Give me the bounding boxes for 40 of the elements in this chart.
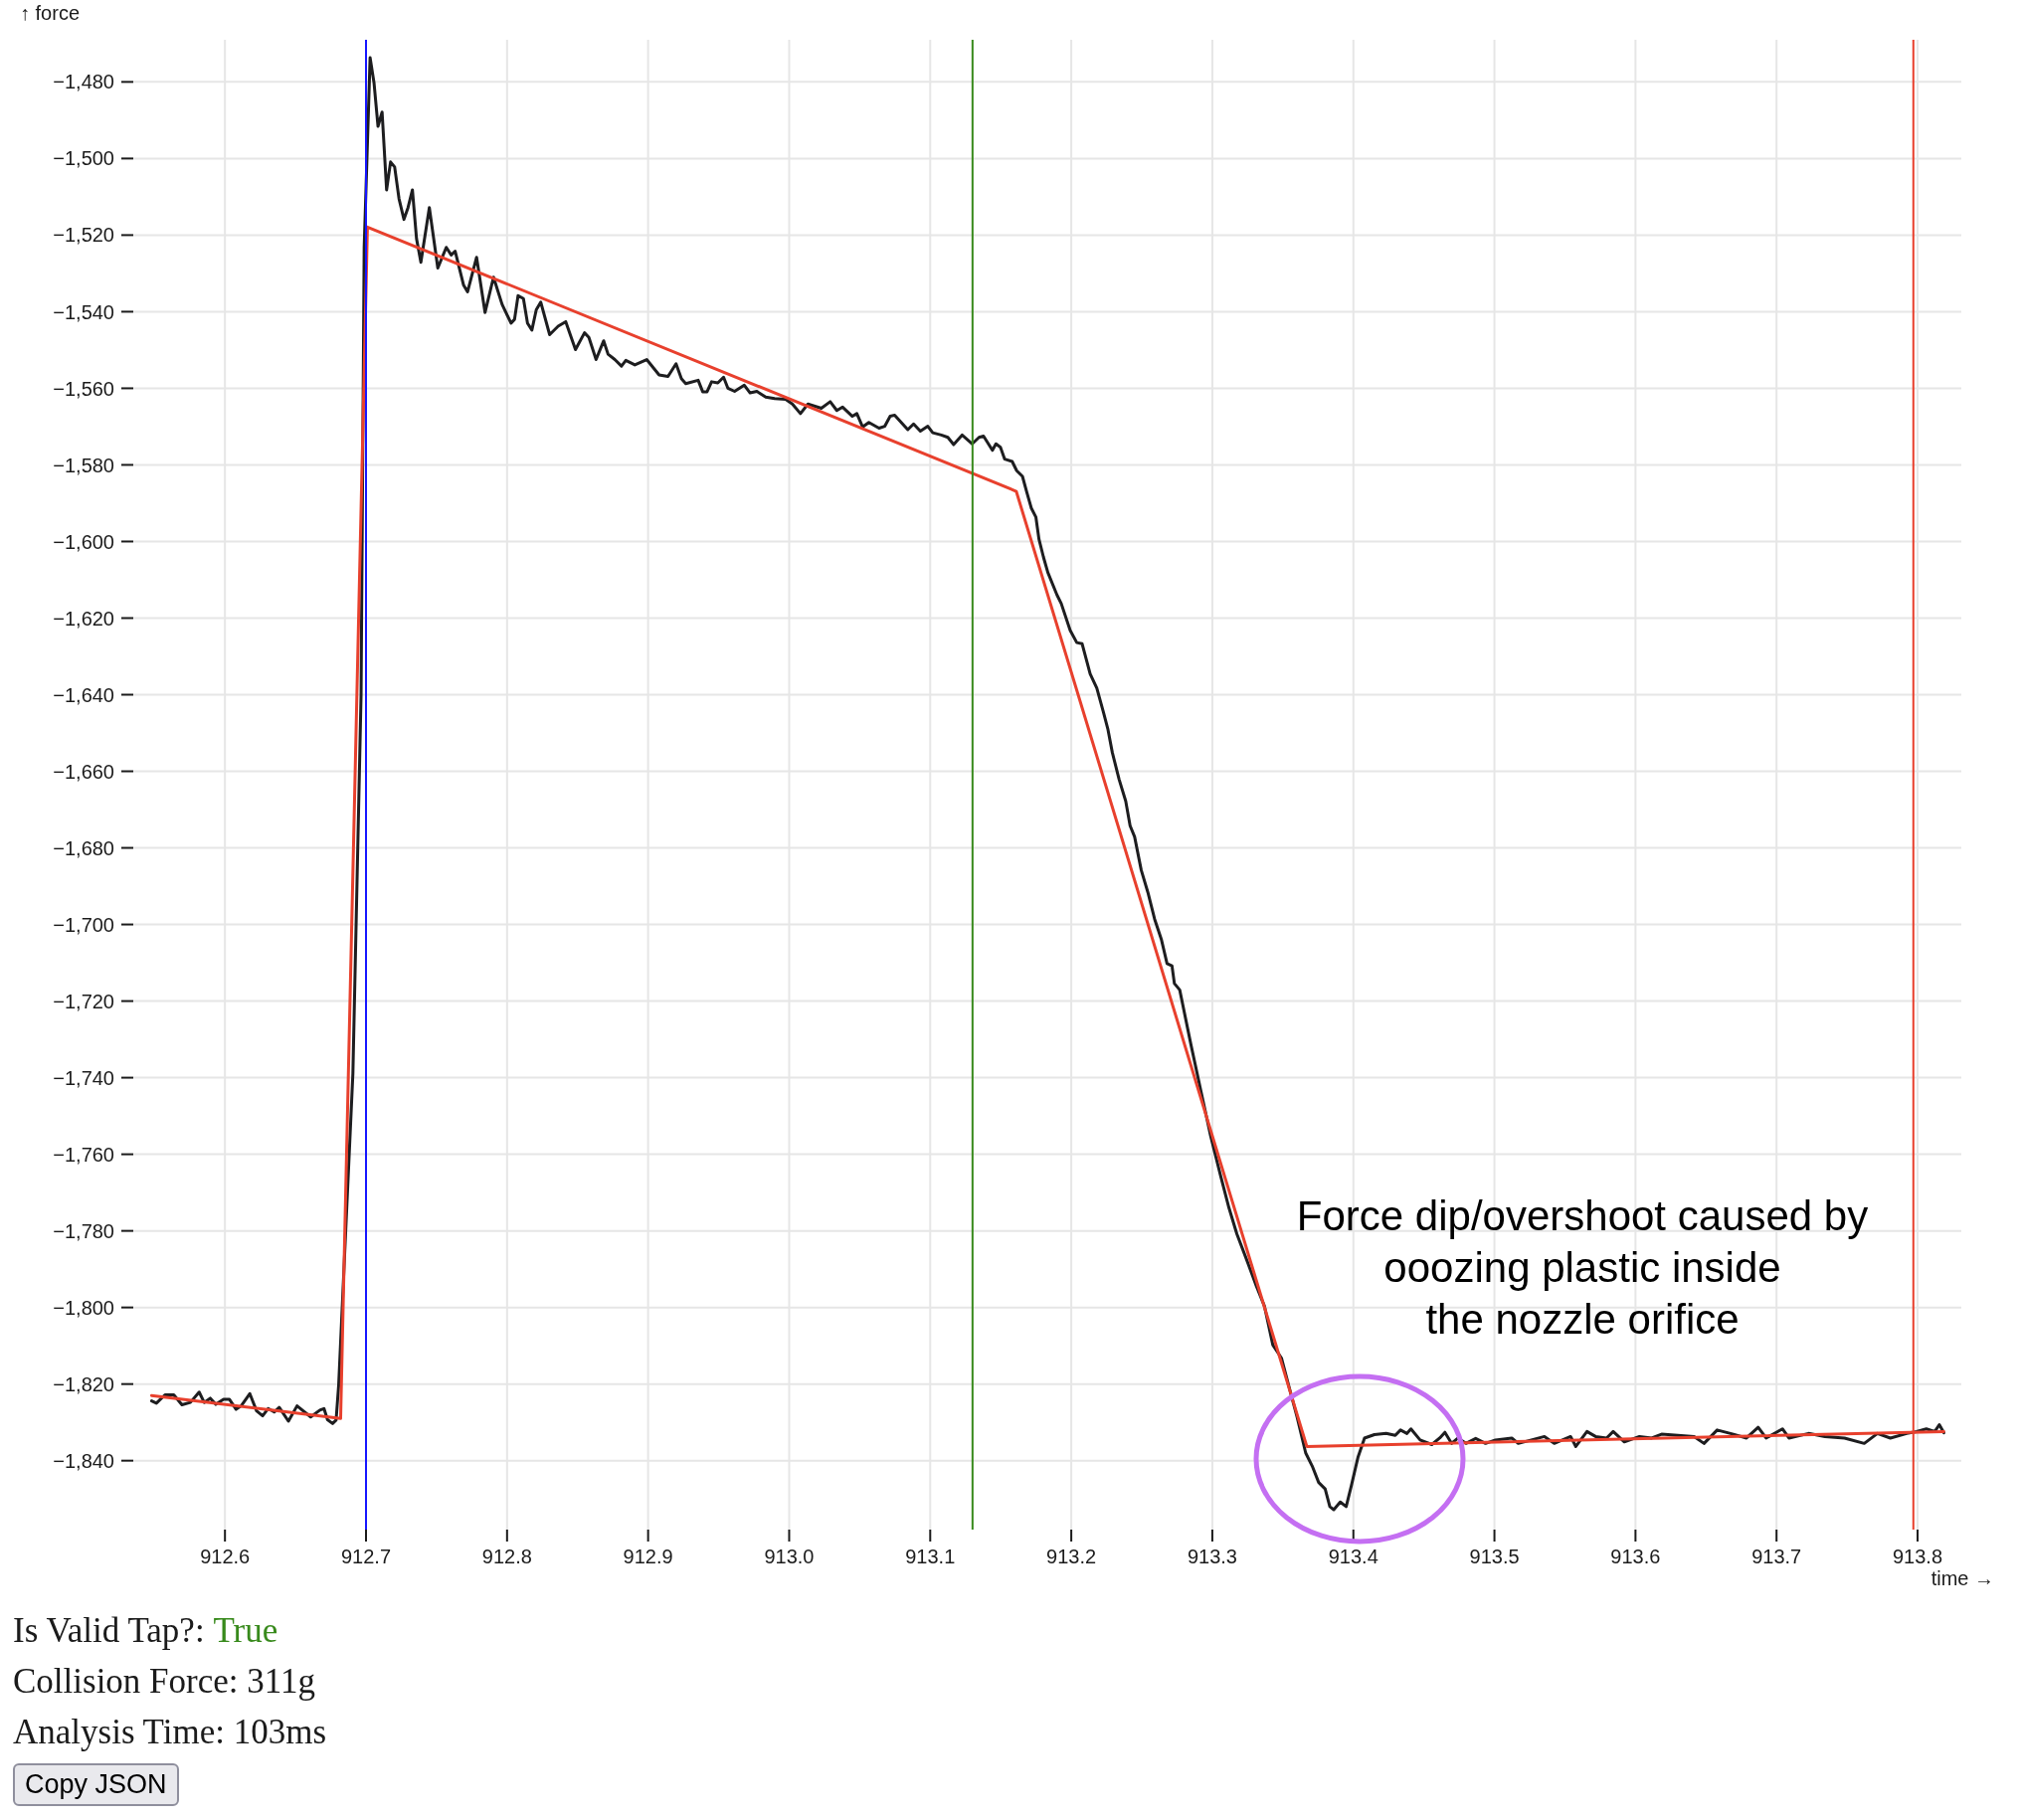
y-axis-title: ↑ force — [20, 1, 81, 25]
x-tick-label: 913.6 — [1610, 1546, 1661, 1568]
x-tick-label: 913.8 — [1893, 1546, 1943, 1568]
x-tick-label: 912.6 — [200, 1546, 251, 1568]
x-tick-label: 913.0 — [764, 1546, 815, 1568]
text: Collision Force: 311g — [13, 1662, 315, 1701]
x-tick-label: 912.9 — [623, 1546, 673, 1568]
y-tick-label: −1,780 — [53, 1219, 114, 1242]
annotation: Force dip/overshoot caused by ooozing plastic inside the nozzle orifice — [1296, 1191, 1869, 1345]
y-tick-label: −1,840 — [53, 1449, 114, 1472]
y-tick-label: −1,600 — [53, 530, 114, 553]
y-tick-label: −1,800 — [53, 1296, 114, 1319]
y-tick-label: −1,620 — [53, 607, 114, 630]
x-tick-label: 913.3 — [1187, 1546, 1237, 1568]
x-tick-label: 913.5 — [1469, 1546, 1520, 1568]
y-tick-label: −1,580 — [53, 454, 114, 476]
y-tick-label: −1,660 — [53, 760, 114, 783]
y-tick-label: −1,520 — [53, 224, 114, 247]
x-tick-label: 913.7 — [1751, 1546, 1802, 1568]
y-tick-label: −1,540 — [53, 300, 114, 323]
text: Analysis Time: 103ms — [13, 1713, 327, 1751]
x-tick-label: 912.7 — [340, 1546, 392, 1568]
y-tick-label: −1,680 — [53, 836, 114, 859]
x-axis-title: time → — [1930, 1566, 1994, 1590]
y-tick-label: −1,740 — [53, 1066, 114, 1089]
x-tick-label: 913.4 — [1328, 1546, 1378, 1568]
text: Is Valid Tap?: — [13, 1611, 205, 1650]
y-tick-label: −1,820 — [53, 1372, 114, 1395]
y-tick-label: −1,640 — [53, 683, 114, 706]
text: True — [213, 1611, 278, 1650]
y-tick-label: −1,560 — [53, 377, 114, 400]
x-tick-label: 913.2 — [1046, 1546, 1097, 1568]
button[interactable]: Copy JSON — [13, 1763, 179, 1806]
y-tick-label: −1,760 — [53, 1143, 114, 1166]
x-tick-label: 913.1 — [905, 1546, 956, 1568]
y-tick-label: −1,480 — [53, 71, 114, 93]
y-tick-label: −1,720 — [53, 990, 114, 1012]
y-tick-label: −1,700 — [53, 913, 114, 936]
x-tick-label: 912.8 — [481, 1546, 532, 1568]
y-tick-label: −1,500 — [53, 147, 114, 170]
